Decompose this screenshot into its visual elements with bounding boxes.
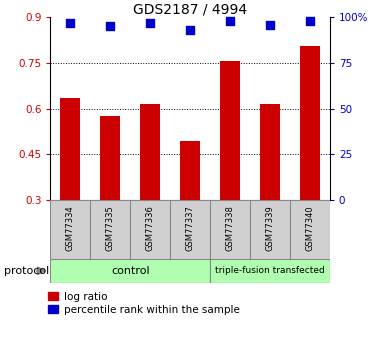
Bar (260, 104, 280, 200)
Text: GSM77334: GSM77334 (66, 205, 75, 251)
Bar (90, 200, 130, 259)
Bar (61, 98, 80, 200)
Bar (210, 259, 330, 283)
Text: GSM77337: GSM77337 (185, 205, 195, 251)
Text: GSM77338: GSM77338 (225, 205, 234, 251)
Bar (290, 200, 330, 259)
Text: control: control (111, 266, 149, 276)
Point (227, 18, 233, 24)
Bar (170, 200, 210, 259)
Bar (300, 46, 320, 200)
Point (107, 23, 113, 29)
Point (187, 27, 193, 33)
Text: triple-fusion transfected: triple-fusion transfected (215, 266, 325, 275)
Text: GSM77335: GSM77335 (106, 205, 115, 251)
Bar (50, 259, 210, 283)
Bar (100, 116, 120, 200)
Title: GDS2187 / 4994: GDS2187 / 4994 (133, 2, 247, 16)
Bar (220, 61, 240, 200)
Bar (210, 200, 250, 259)
Point (67, 20, 73, 26)
Bar (250, 200, 290, 259)
Point (307, 18, 313, 24)
Text: GSM77340: GSM77340 (305, 205, 314, 251)
Text: GSM77339: GSM77339 (265, 205, 274, 251)
Text: protocol: protocol (4, 266, 49, 276)
Bar (50, 200, 90, 259)
Text: GSM77336: GSM77336 (146, 205, 155, 251)
Bar (140, 104, 160, 200)
Legend: log ratio, percentile rank within the sample: log ratio, percentile rank within the sa… (48, 292, 239, 315)
Bar (130, 200, 170, 259)
Point (267, 22, 273, 27)
Point (147, 20, 153, 26)
Bar (180, 141, 200, 200)
